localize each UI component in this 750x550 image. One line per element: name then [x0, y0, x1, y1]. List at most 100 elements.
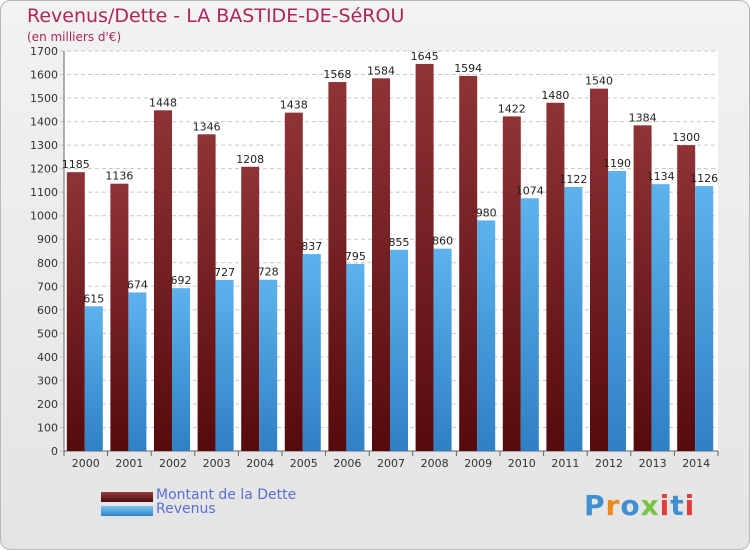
- y-tick-label: 1200: [30, 163, 58, 176]
- bar-dette: [546, 102, 565, 451]
- y-tick-label: 1500: [30, 92, 58, 105]
- bar-revenus: [346, 263, 365, 451]
- bar-dette-label: 1584: [367, 64, 395, 77]
- logo-letter: P: [584, 489, 606, 522]
- bar-dette: [328, 82, 347, 451]
- bar-revenus-label: 692: [171, 274, 192, 287]
- bar-revenus: [390, 249, 408, 451]
- bar-dette-label: 1594: [454, 62, 482, 75]
- bar-revenus-label: 837: [301, 240, 322, 253]
- bar-dette-label: 1438: [280, 99, 308, 112]
- x-tick-label: 2013: [639, 457, 667, 470]
- bar-dette: [372, 78, 390, 451]
- bar-revenus-label: 1190: [603, 157, 631, 170]
- bar-revenus-label: 728: [258, 266, 279, 279]
- bar-revenus-label: 1134: [647, 170, 675, 183]
- bar-revenus-label: 795: [345, 250, 366, 263]
- bar-dette: [677, 145, 696, 451]
- chart-subtitle: (en milliers d'€): [27, 30, 122, 44]
- bar-dette: [110, 183, 129, 452]
- bar-revenus: [564, 187, 583, 451]
- bar-dette-label: 1422: [498, 102, 526, 115]
- bar-dette-label: 1208: [236, 153, 264, 166]
- logo-letter: t: [670, 489, 685, 522]
- bar-dette: [241, 166, 260, 451]
- x-tick-label: 2010: [508, 457, 536, 470]
- bar-revenus-label: 1122: [559, 173, 587, 186]
- bar-revenus-label: 727: [214, 266, 235, 279]
- bar-dette-label: 1300: [672, 131, 700, 144]
- proxiti-logo: Proxiti: [584, 489, 695, 522]
- bar-dette: [459, 75, 478, 452]
- x-tick-label: 2012: [595, 457, 623, 470]
- chart-title: Revenus/Dette - LA BASTIDE-DE-SéROU: [27, 5, 405, 27]
- x-tick-label: 2005: [290, 457, 318, 470]
- legend-swatch-dette: [101, 492, 153, 502]
- bar-revenus-label: 1126: [690, 172, 718, 185]
- bar-dette-label: 1448: [149, 96, 177, 109]
- bar-revenus: [172, 288, 190, 451]
- bar-dette-label: 1384: [629, 111, 657, 124]
- x-tick-label: 2009: [464, 457, 492, 470]
- x-tick-label: 2006: [333, 457, 361, 470]
- bar-revenus: [651, 184, 670, 452]
- bar-dette: [66, 172, 85, 452]
- x-tick-label: 2001: [115, 457, 143, 470]
- bar-revenus-label: 860: [432, 235, 453, 248]
- bar-dette: [415, 63, 434, 452]
- bar-dette: [284, 112, 303, 451]
- bar-revenus: [695, 186, 714, 451]
- x-tick-label: 2008: [421, 457, 449, 470]
- logo-letter: i: [684, 489, 696, 522]
- bar-dette: [154, 110, 172, 451]
- y-tick-label: 100: [37, 421, 58, 434]
- bar-revenus: [128, 292, 147, 451]
- x-tick-label: 2004: [246, 457, 274, 470]
- y-tick-label: 1700: [30, 45, 58, 58]
- x-tick-label: 2000: [72, 457, 100, 470]
- legend-label-dette: Montant de la Dette: [156, 487, 297, 503]
- y-tick-label: 1000: [30, 210, 58, 223]
- x-tick-label: 2007: [377, 457, 405, 470]
- bar-revenus-label: 980: [476, 206, 497, 219]
- y-tick-label: 200: [37, 398, 58, 411]
- logo-letter: r: [605, 489, 621, 522]
- logo-letter: i: [659, 489, 671, 522]
- bar-dette: [590, 88, 608, 451]
- y-tick-label: 500: [37, 327, 58, 340]
- y-tick-label: 300: [37, 374, 58, 387]
- bar-revenus-label: 615: [83, 292, 104, 305]
- bar-revenus-label: 674: [127, 278, 148, 291]
- bar-revenus: [302, 254, 321, 451]
- bar-dette-label: 1185: [62, 158, 90, 171]
- y-tick-label: 400: [37, 351, 58, 364]
- bar-dette: [197, 134, 216, 451]
- y-tick-label: 1600: [30, 69, 58, 82]
- legend-label-revenus: Revenus: [156, 501, 216, 517]
- bar-revenus: [477, 220, 496, 451]
- y-tick-label: 900: [37, 233, 58, 246]
- bar-dette-label: 1136: [105, 170, 133, 183]
- bar-revenus: [84, 306, 103, 451]
- bar-dette-label: 1346: [193, 120, 221, 133]
- y-tick-label: 600: [37, 304, 58, 317]
- bar-revenus: [259, 279, 278, 451]
- bar-revenus: [215, 279, 234, 451]
- bar-dette-label: 1568: [323, 68, 351, 81]
- bar-dette-label: 1480: [541, 89, 569, 102]
- logo-letter: o: [620, 489, 641, 522]
- legend-swatch-revenus: [101, 506, 153, 516]
- y-tick-label: 1400: [30, 116, 58, 129]
- bar-dette: [502, 116, 521, 451]
- x-tick-label: 2003: [203, 457, 231, 470]
- bar-dette: [633, 125, 652, 452]
- x-tick-label: 2002: [159, 457, 187, 470]
- logo-letter: x: [640, 489, 660, 522]
- bar-revenus: [520, 198, 539, 451]
- y-tick-label: 800: [37, 257, 58, 270]
- bar-revenus-label: 1074: [516, 184, 544, 197]
- y-tick-label: 1300: [30, 139, 58, 152]
- y-tick-label: 1100: [30, 186, 58, 199]
- y-tick-label: 0: [51, 445, 58, 458]
